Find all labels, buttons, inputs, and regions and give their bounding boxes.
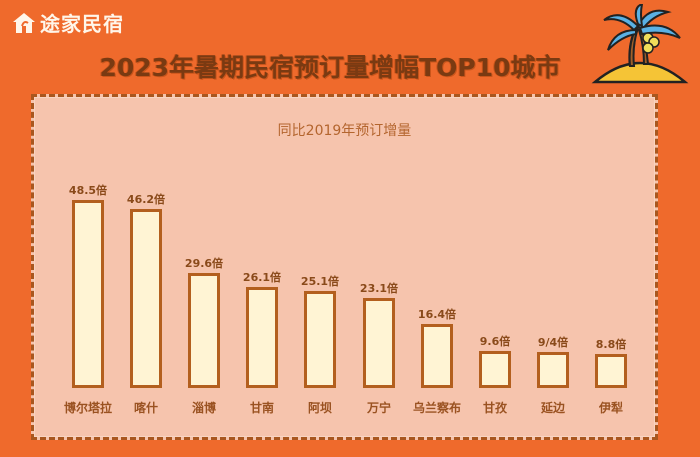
house-icon — [13, 12, 35, 33]
data-label: 23.1倍 — [359, 282, 399, 295]
brand-logo: 途家民宿 — [12, 8, 124, 37]
bar — [130, 209, 162, 388]
category-label: 甘孜 — [482, 401, 507, 415]
category-label: 阿坝 — [307, 401, 332, 415]
category-label: 甘南 — [249, 401, 274, 415]
bar — [537, 352, 569, 388]
chart-title: 同比2019年预订增量 — [277, 123, 412, 139]
data-label: 8.8倍 — [595, 338, 627, 351]
bar — [188, 273, 220, 388]
data-label: 26.1倍 — [242, 271, 282, 284]
category-label: 喀什 — [133, 401, 158, 415]
palm-tree-island-icon — [591, 4, 689, 84]
bar — [72, 200, 104, 388]
data-label: 29.6倍 — [184, 257, 224, 270]
data-label: 46.2倍 — [126, 193, 166, 206]
category-label: 伊犁 — [598, 401, 623, 415]
data-label: 9/4倍 — [537, 336, 569, 349]
bar — [304, 291, 336, 388]
bar — [246, 287, 278, 388]
bar — [479, 351, 511, 388]
category-label: 淄博 — [191, 401, 216, 415]
category-label: 延边 — [540, 401, 565, 415]
bar — [595, 354, 627, 388]
data-label: 9.6倍 — [479, 335, 511, 348]
category-label: 乌兰察布 — [412, 401, 461, 415]
category-label: 博尔塔拉 — [63, 401, 112, 415]
chart-panel: 同比2019年预订增量 48.5倍博尔塔拉 46.2倍喀什 29.6倍淄博 26.1倍… — [31, 94, 658, 440]
data-label: 16.4倍 — [417, 308, 457, 321]
bar — [363, 298, 395, 388]
data-label: 48.5倍 — [68, 184, 108, 197]
bar — [421, 324, 453, 388]
page-title: 2023年暑期民宿预订量增幅TOP10城市 — [99, 53, 561, 82]
category-label: 万宁 — [366, 401, 391, 415]
brand-name: 途家民宿 — [40, 12, 124, 36]
data-label: 25.1倍 — [300, 275, 340, 288]
